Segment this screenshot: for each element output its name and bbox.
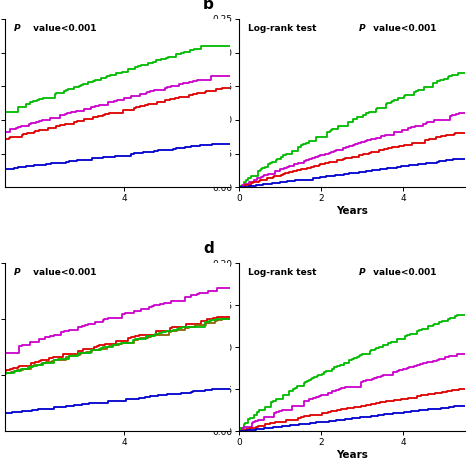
Text: value<0.001: value<0.001 xyxy=(29,24,96,33)
Text: value<0.001: value<0.001 xyxy=(370,268,437,277)
Text: P: P xyxy=(359,268,365,277)
Y-axis label: Stroke/CHD incidence for female: Stroke/CHD incidence for female xyxy=(199,24,208,182)
Text: value<0.001: value<0.001 xyxy=(370,24,437,33)
X-axis label: rs: rs xyxy=(112,450,123,460)
X-axis label: Years: Years xyxy=(336,206,368,216)
Text: Log-rank test: Log-rank test xyxy=(248,24,320,33)
Text: value<0.001: value<0.001 xyxy=(29,268,96,277)
Text: P: P xyxy=(359,24,365,33)
Y-axis label: All-cause mortality for female: All-cause mortality for female xyxy=(199,274,208,420)
Text: P: P xyxy=(14,268,20,277)
Text: Log-rank test: Log-rank test xyxy=(248,268,320,277)
X-axis label: Years: Years xyxy=(336,450,368,460)
Text: rs: rs xyxy=(49,464,60,474)
Text: b: b xyxy=(203,0,214,12)
X-axis label: rs: rs xyxy=(112,206,123,216)
Text: P: P xyxy=(14,24,20,33)
Text: d: d xyxy=(203,241,214,256)
